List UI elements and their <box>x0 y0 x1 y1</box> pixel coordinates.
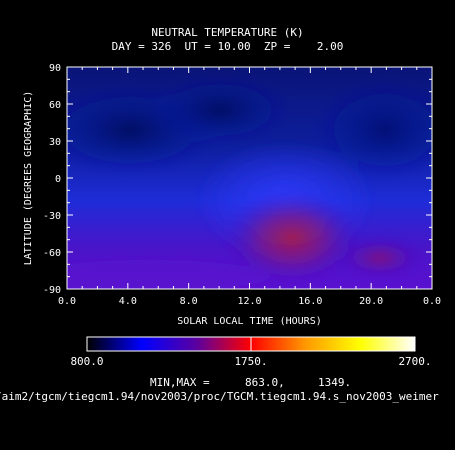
colorbar-label: 1750. <box>234 355 267 368</box>
colorbar-label: 2700. <box>398 355 431 368</box>
x-tick-label: 20.0 <box>359 296 383 307</box>
file-path: /aim2/tgcm/tiegcm1.94/nov2003/proc/TGCM.… <box>0 390 439 403</box>
x-tick-label: 0.0 <box>58 296 76 307</box>
chart-title: NEUTRAL TEMPERATURE (K) <box>151 26 304 39</box>
colorbar: 800.0 1750. 2700. <box>70 336 432 368</box>
x-axis: 0.0 4.0 8.0 12.0 16.0 20.0 0.0 <box>58 67 441 307</box>
x-tick-label: 12.0 <box>237 296 261 307</box>
y-tick-label: 60 <box>49 100 61 111</box>
x-tick-label: 8.0 <box>180 296 198 307</box>
minmax-label: MIN,MAX = <box>150 376 210 389</box>
colorbar-label: 800.0 <box>70 355 103 368</box>
y-tick-label: -60 <box>43 248 61 259</box>
temperature-field <box>67 67 432 289</box>
y-axis: -90 -60 -30 0 30 60 90 <box>43 63 432 296</box>
min-value: 863.0, <box>245 376 285 389</box>
x-tick-label: 16.0 <box>298 296 322 307</box>
y-tick-label: -30 <box>43 211 61 222</box>
max-value: 1349. <box>318 376 352 389</box>
y-tick-label: 30 <box>49 137 61 148</box>
y-tick-label: 0 <box>55 174 61 185</box>
x-tick-label: 4.0 <box>119 296 137 307</box>
x-tick-label: 0.0 <box>423 296 441 307</box>
chart-subtitle: DAY = 326 UT = 10.00 ZP = 2.00 <box>111 40 344 53</box>
y-axis-label: LATITUDE (DEGREES GEOGRAPHIC) <box>23 91 34 266</box>
y-tick-label: 90 <box>49 63 61 74</box>
x-axis-label: SOLAR LOCAL TIME (HOURS) <box>177 316 322 327</box>
y-tick-label: -90 <box>43 285 61 296</box>
